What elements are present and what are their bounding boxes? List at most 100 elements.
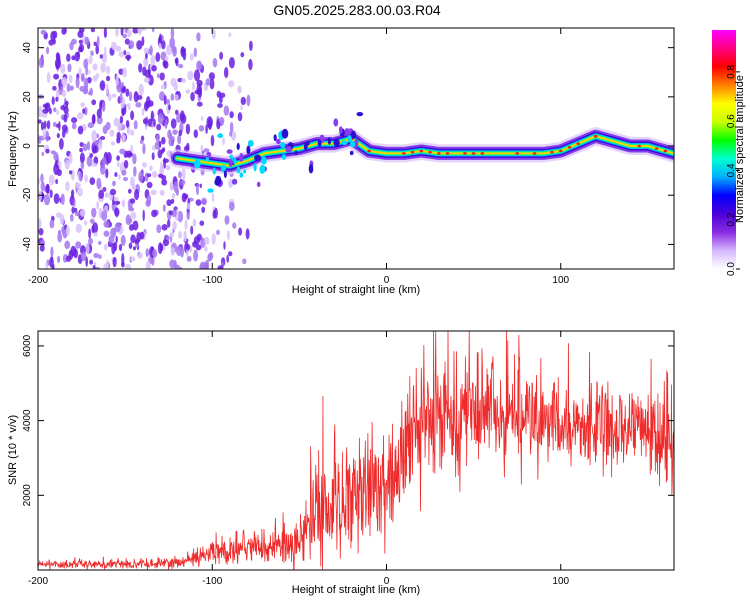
noise-blob: [40, 173, 44, 184]
noise-blob: [135, 102, 142, 108]
noise-blob: [183, 230, 187, 242]
noise-blob: [63, 106, 69, 115]
noise-blob: [68, 152, 73, 164]
noise-blob: [38, 228, 44, 236]
signal-peak-mark: [428, 150, 432, 154]
noise-blob: [224, 67, 229, 79]
noise-blob: [84, 106, 88, 116]
noise-blob: [175, 245, 183, 256]
noise-blob: [66, 255, 71, 262]
noise-blob: [51, 96, 55, 106]
noise-blob: [118, 243, 123, 252]
noise-blob: [120, 234, 126, 247]
noise-blob: [158, 42, 162, 50]
noise-blob: [228, 32, 232, 38]
noise-blob: [171, 209, 177, 218]
noise-blob: [71, 55, 76, 61]
noise-blob: [231, 178, 238, 185]
noise-blob: [62, 129, 66, 138]
noise-blob: [145, 248, 150, 258]
noise-blob: [52, 121, 57, 127]
noise-blob: [219, 92, 226, 98]
noise-blob: [85, 64, 88, 76]
noise-blob: [42, 108, 49, 114]
signal-blob: [276, 138, 281, 145]
noise-blob: [158, 33, 162, 44]
noise-blob: [74, 211, 80, 217]
noise-blob: [107, 93, 112, 102]
noise-blob: [170, 247, 176, 256]
noise-blob: [109, 129, 115, 137]
noise-blob: [248, 58, 253, 71]
noise-blob: [229, 131, 233, 137]
signal-blob: [280, 141, 286, 149]
signal-peak-mark: [410, 150, 415, 154]
noise-blob: [80, 161, 85, 170]
noise-blob: [121, 132, 125, 143]
noise-blob: [93, 232, 98, 237]
noise-blob: [163, 94, 167, 106]
noise-blob: [69, 85, 74, 91]
noise-blob: [73, 198, 76, 208]
noise-blob: [88, 237, 93, 245]
noise-blob: [119, 115, 124, 124]
noise-blob: [132, 28, 139, 34]
noise-blob: [177, 134, 182, 145]
noise-blob: [165, 164, 171, 171]
noise-blob: [49, 189, 53, 198]
noise-blob: [230, 131, 237, 141]
noise-blob: [193, 129, 198, 139]
noise-blob: [77, 187, 83, 197]
noise-blob: [110, 141, 116, 146]
noise-blob: [205, 78, 211, 86]
noise-blob: [80, 102, 85, 108]
noise-blob: [157, 242, 163, 255]
noise-blob: [152, 249, 158, 258]
signal-blob: [273, 134, 277, 142]
noise-blob: [40, 181, 45, 192]
signal-peak-mark: [593, 134, 598, 138]
noise-blob: [43, 120, 47, 130]
noise-blob: [128, 188, 132, 194]
noise-blob: [245, 228, 250, 240]
signal-blob: [327, 137, 331, 145]
noise-blob: [106, 65, 111, 75]
noise-blob: [92, 145, 99, 154]
noise-blob: [48, 39, 55, 46]
signal-peak-mark: [445, 152, 450, 155]
noise-blob: [240, 96, 246, 106]
noise-blob: [93, 156, 99, 166]
noise-blob: [79, 28, 85, 33]
noise-blob: [169, 181, 174, 191]
signal-blob: [239, 172, 244, 178]
noise-blob: [200, 116, 204, 121]
noise-blob: [209, 78, 215, 90]
noise-blob: [149, 165, 153, 172]
noise-blob: [196, 32, 201, 42]
signal-blob: [223, 170, 227, 179]
noise-blob: [38, 119, 42, 124]
noise-blob: [115, 74, 119, 86]
noise-blob: [121, 199, 126, 208]
noise-blob: [85, 242, 90, 255]
noise-blob: [109, 188, 117, 196]
noise-blob: [120, 28, 124, 36]
noise-blob: [119, 148, 126, 155]
noise-blob: [228, 57, 235, 69]
signal-peak-mark: [567, 146, 572, 149]
noise-blob: [117, 174, 121, 180]
noise-blob: [196, 79, 203, 87]
noise-blob: [49, 219, 55, 229]
noise-blob: [146, 173, 152, 178]
noise-blob: [45, 261, 48, 269]
noise-blob: [71, 206, 75, 214]
spectrogram-x-ticks: -200 -100 0 100: [28, 28, 570, 286]
noise-blob: [204, 259, 210, 269]
noise-blob: [84, 220, 88, 226]
noise-blob: [38, 105, 43, 118]
noise-blob: [150, 189, 157, 196]
noise-blob: [176, 113, 182, 123]
signal-blob: [215, 175, 222, 184]
signal-blob: [194, 159, 201, 169]
noise-blob: [114, 222, 122, 233]
